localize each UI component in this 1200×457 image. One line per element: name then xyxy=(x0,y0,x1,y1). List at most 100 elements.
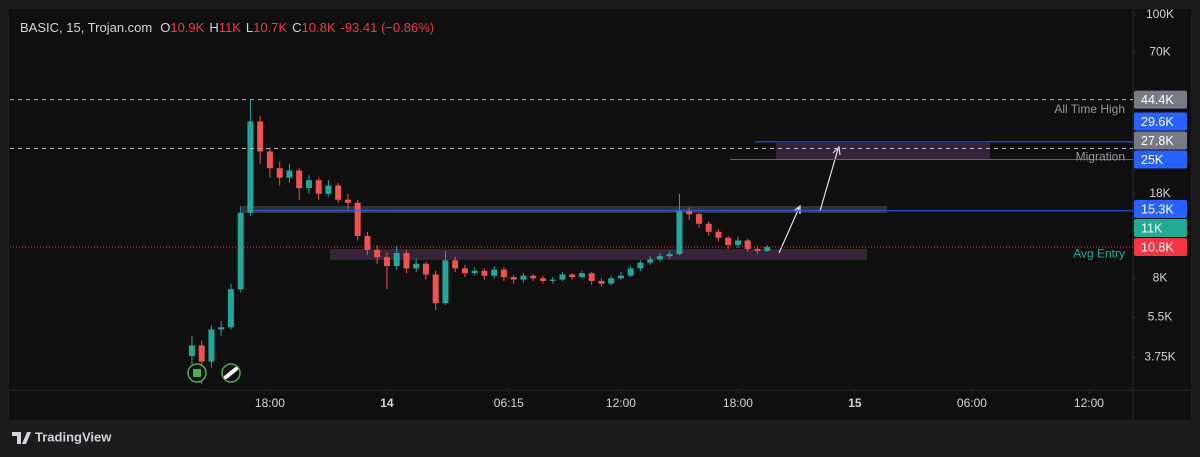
candle-body xyxy=(569,274,576,278)
candle-body xyxy=(296,170,303,189)
legend-key: C xyxy=(292,20,301,35)
x-tick-label: 15 xyxy=(848,396,862,410)
candle-body xyxy=(549,279,556,281)
candle-body xyxy=(481,270,488,276)
y-tick-label: 70K xyxy=(1149,44,1170,58)
candle-body xyxy=(257,121,264,152)
legend-value: 10.7K xyxy=(253,20,287,35)
candle-body xyxy=(588,273,595,281)
candle-body xyxy=(461,268,468,274)
candle-body xyxy=(559,274,566,280)
x-tick-label: 18:00 xyxy=(723,396,753,410)
candle-body xyxy=(237,212,244,290)
candle-body xyxy=(608,278,615,284)
legend-key: L xyxy=(246,20,253,35)
brand-name: TradingView xyxy=(35,429,112,444)
candle-body xyxy=(315,180,322,194)
candle-body xyxy=(393,252,400,267)
price-note: Migration xyxy=(1076,150,1125,164)
brand-logo xyxy=(12,432,31,444)
candle-body xyxy=(247,121,254,213)
candles xyxy=(188,99,771,385)
candle-body xyxy=(188,345,195,356)
candle-body xyxy=(666,253,673,257)
brand: TradingView xyxy=(12,429,112,444)
candle-body xyxy=(442,260,449,304)
candle-body xyxy=(695,214,702,224)
candle-body xyxy=(413,263,420,269)
candle-body xyxy=(705,223,712,232)
price-label: 11K xyxy=(1141,221,1163,235)
price-label: 15.3K xyxy=(1141,202,1174,216)
candle-body xyxy=(364,236,371,250)
y-tick-label: 3.75K xyxy=(1144,349,1175,363)
price-label: 27.8K xyxy=(1141,134,1174,148)
candle-body xyxy=(266,151,273,169)
x-tick-label: 06:00 xyxy=(957,396,987,410)
price-label: 29.6K xyxy=(1141,115,1174,129)
zone-box xyxy=(776,143,990,159)
price-label-box xyxy=(1134,112,1187,131)
candle-body xyxy=(286,170,293,178)
candle-body xyxy=(637,262,644,269)
price-label: 25K xyxy=(1141,153,1164,167)
candle-body xyxy=(520,275,527,280)
candle-body xyxy=(500,269,507,278)
legend-key: O xyxy=(160,20,170,35)
drawings xyxy=(242,143,990,260)
zone-box xyxy=(330,249,867,260)
candle-body xyxy=(686,210,693,215)
candle-body xyxy=(676,210,683,254)
candle-body xyxy=(305,180,312,189)
event-icon-glyph xyxy=(224,367,238,379)
price-label-box xyxy=(1134,219,1187,238)
candle-body xyxy=(539,278,546,281)
legend-symbol: BASIC, 15, Trojan.com xyxy=(20,20,152,35)
x-tick-label: 14 xyxy=(380,396,394,410)
x-tick-label: 18:00 xyxy=(255,396,285,410)
y-tick-label: 18K xyxy=(1149,186,1170,200)
legend: BASIC, 15, Trojan.com O10.9K H11K L10.7K C10… xyxy=(20,20,434,35)
candle-body xyxy=(598,280,605,284)
candle-body xyxy=(734,240,741,246)
candle-body xyxy=(656,256,663,260)
candle-body xyxy=(530,275,537,279)
candle-body xyxy=(354,202,361,237)
candle-body xyxy=(403,252,410,269)
candle-body xyxy=(510,277,517,280)
price-label-box xyxy=(1134,90,1187,109)
candle-body xyxy=(715,231,722,238)
candle-body xyxy=(471,270,478,274)
candle-body xyxy=(754,248,761,251)
legend-value: 11K xyxy=(219,20,241,35)
candle-body xyxy=(227,289,234,328)
arrow xyxy=(778,204,801,254)
event-icon-glyph xyxy=(193,369,201,377)
price-label: 10.8K xyxy=(1141,240,1174,254)
y-tick-label: 8K xyxy=(1153,270,1168,284)
price-note: Avg Entry xyxy=(1073,246,1125,260)
candle-body xyxy=(452,260,459,269)
legend-value: 10.9K xyxy=(170,20,204,35)
candle-body xyxy=(208,329,215,362)
price-label-box xyxy=(1134,131,1187,150)
chart-pane xyxy=(9,9,1191,420)
candle-body xyxy=(617,275,624,279)
candle-body xyxy=(198,345,205,362)
candle-body xyxy=(432,274,439,304)
candle-body xyxy=(764,247,771,251)
legend-value: 10.8K xyxy=(302,20,336,35)
candle-body xyxy=(725,237,732,246)
x-tick-label: 12:00 xyxy=(606,396,636,410)
price-label-box xyxy=(1134,238,1187,257)
event-icons xyxy=(187,363,241,383)
legend-key: H xyxy=(209,20,218,35)
candle-body xyxy=(344,199,351,203)
candle-body xyxy=(744,240,751,249)
legend-change: -93.41 (−0.86%) xyxy=(341,20,435,35)
candle-body xyxy=(276,168,283,178)
candle-body xyxy=(578,273,585,278)
x-tick-label: 12:00 xyxy=(1074,396,1104,410)
